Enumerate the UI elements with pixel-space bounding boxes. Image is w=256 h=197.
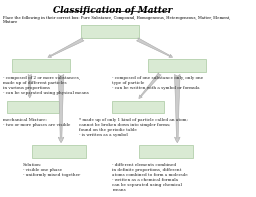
FancyBboxPatch shape: [112, 101, 164, 113]
Text: * made up of only 1 kind of particle called an atom;
cannot be broken down into : * made up of only 1 kind of particle cal…: [79, 118, 188, 137]
FancyBboxPatch shape: [81, 25, 139, 38]
Text: mechanical Mixture:
- two or more phases are visible: mechanical Mixture: - two or more phases…: [3, 118, 70, 127]
FancyBboxPatch shape: [148, 59, 206, 72]
FancyBboxPatch shape: [32, 146, 86, 158]
Text: - different elements combined
in definite proportions, different
atoms combined : - different elements combined in definit…: [112, 163, 188, 192]
Text: - composed of 2 or more substances,
made up of different particles
in various pr: - composed of 2 or more substances, made…: [3, 76, 89, 95]
Text: Place the following in their correct box: Pure Substance, Compound, Homogeneous,: Place the following in their correct box…: [3, 16, 230, 24]
FancyBboxPatch shape: [12, 59, 70, 72]
Text: - composed of one substance only, only one
type of particle
- can be written wit: - composed of one substance only, only o…: [112, 76, 204, 90]
FancyBboxPatch shape: [139, 146, 193, 158]
FancyBboxPatch shape: [7, 101, 59, 113]
Text: Classification of Matter: Classification of Matter: [53, 6, 172, 15]
Text: Solution:
- visible one phase
- uniformly mixed together: Solution: - visible one phase - uniforml…: [23, 163, 80, 177]
